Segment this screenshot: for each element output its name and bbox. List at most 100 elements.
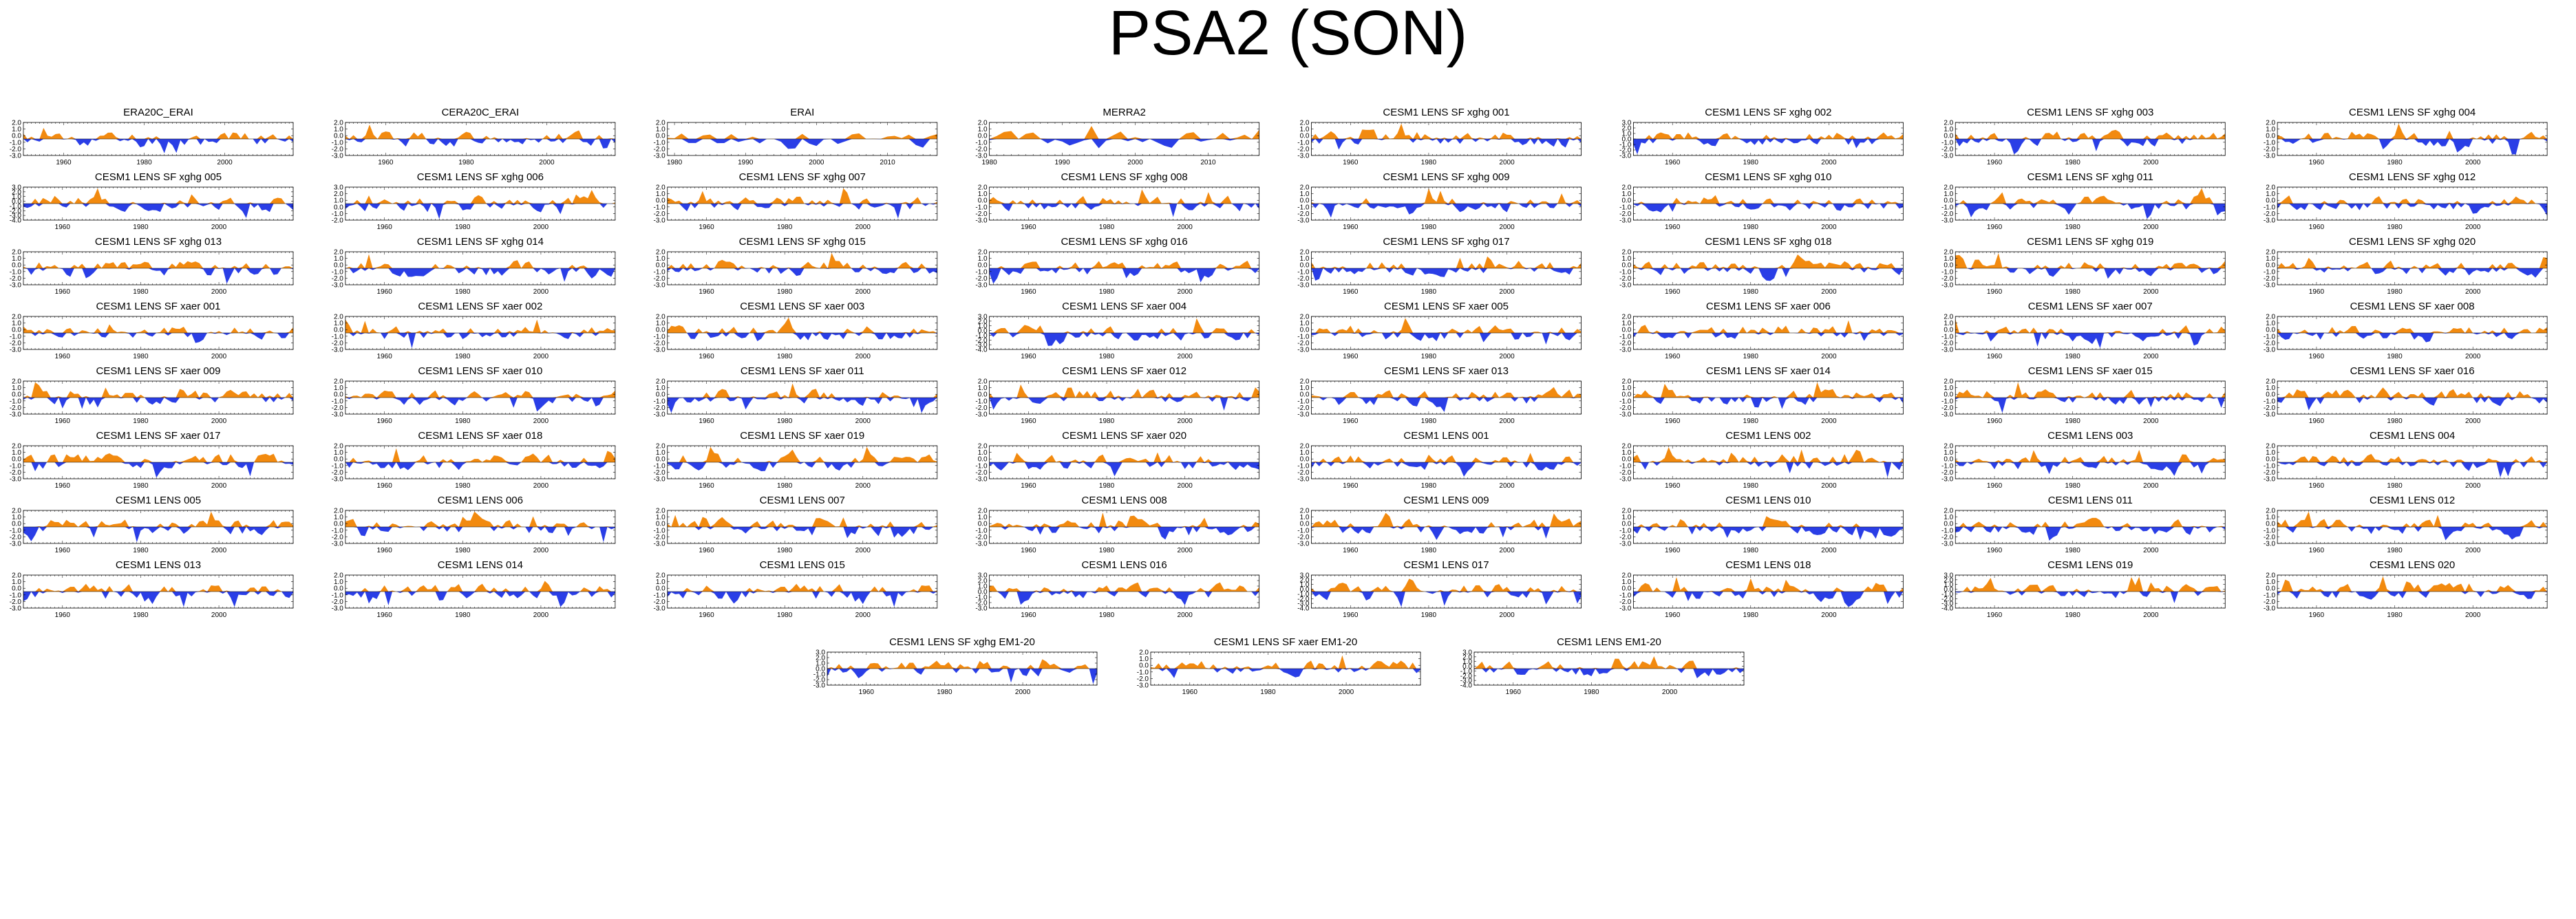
ytick-label: 0.0: [12, 133, 21, 140]
ytick-label: -1.0: [332, 333, 344, 340]
xtick-label: 2000: [1821, 288, 1837, 296]
xtick-label: 1980: [1743, 224, 1759, 231]
ytick-label: -3.0: [1297, 153, 1310, 160]
panel-title: CESM1 LENS SF xaer 003: [740, 301, 864, 312]
panel-11: CESM1 LENS SF xghg 007 2.01.00.0-1.0-2.0-…: [654, 171, 938, 231]
ytick-label: -3.0: [2264, 282, 2276, 290]
ytick-label: 1.0: [334, 320, 343, 327]
ytick-label: 2.0: [334, 249, 343, 257]
panel-title: CESM1 LENS SF xghg 012: [2349, 171, 2476, 183]
positive-area: [1311, 318, 1582, 333]
plot-frame: [345, 122, 616, 156]
ytick-label: 3.0: [334, 184, 343, 192]
plot-frame: [345, 186, 616, 221]
ytick-label: 2.0: [1621, 184, 1631, 192]
ytick-label: -3.0: [1297, 217, 1310, 225]
xtick-label: 1960: [2309, 224, 2325, 231]
ytick-label: -3.0: [1619, 282, 1632, 290]
positive-area: [1955, 129, 2226, 139]
ytick-label: 0.0: [1300, 327, 1310, 334]
ytick-label: 0.0: [334, 133, 343, 140]
positive-area: [2277, 257, 2548, 268]
negative-area: [1311, 268, 1582, 281]
panel-title: CESM1 LENS SF xghg 008: [1061, 171, 1187, 183]
plot-frame: [1955, 186, 2226, 221]
plot-frame: [2277, 186, 2548, 221]
ytick-label: 1.0: [1944, 191, 1953, 198]
ytick-label: 1.0: [656, 255, 666, 263]
negative-area: [1633, 139, 1904, 155]
panel-title: CESM1 LENS SF xghg 007: [739, 171, 866, 183]
xtick-label: 2000: [533, 288, 549, 296]
xtick-label: 2000: [211, 224, 227, 231]
ytick-label: -2.0: [1297, 340, 1310, 347]
ytick-label: -3.0: [332, 347, 344, 354]
negative-area: [667, 333, 937, 342]
negative-area: [2277, 204, 2548, 216]
xtick-label: 1960: [699, 288, 714, 296]
panel-title: CESM1 LENS SF xaer 005: [1384, 301, 1509, 312]
ytick-label: -3.0: [1941, 153, 1954, 160]
ytick-label: 2.0: [2266, 184, 2275, 192]
plot-frame: [23, 251, 294, 285]
plot-frame: [23, 316, 294, 350]
xtick-label: 1980: [1421, 159, 1437, 166]
ytick-label: 1.0: [12, 255, 21, 263]
positive-area: [1633, 195, 1904, 204]
negative-area: [23, 139, 293, 153]
xtick-label: 1960: [699, 353, 714, 360]
panel-9: CESM1 LENS SF xghg 005 3.02.01.00.0-1.0-2…: [10, 171, 294, 231]
positive-area: [1633, 254, 1904, 268]
ytick-label: 2.0: [12, 314, 21, 321]
panel-title: CESM1 LENS SF xghg 016: [1061, 236, 1187, 248]
ytick-label: 0.0: [2266, 262, 2275, 270]
ytick-label: 1.0: [334, 197, 343, 205]
panel-19: CESM1 LENS SF xghg 015 2.01.00.0-1.0-2.0-…: [654, 236, 938, 296]
ytick-label: 1.0: [2266, 191, 2275, 198]
ytick-label: 1.0: [2266, 126, 2275, 133]
ytick-label: 0.0: [12, 198, 21, 206]
ytick-label: 0.0: [2266, 133, 2275, 140]
ytick-label: 0.0: [334, 327, 343, 334]
xtick-label: 1960: [377, 288, 393, 296]
panel-title: CESM1 LENS SF xghg 009: [1383, 171, 1509, 183]
plot-frame: [989, 316, 1260, 350]
ytick-label: -3.0: [654, 347, 666, 354]
positive-area: [1955, 318, 2226, 333]
negative-area: [667, 139, 937, 149]
positive-area: [23, 261, 293, 268]
ytick-label: -1.0: [1941, 139, 1954, 147]
xtick-label: 2000: [211, 288, 227, 296]
xtick-label: 2000: [855, 224, 871, 231]
ytick-label: -2.0: [332, 217, 344, 225]
xtick-label: 2000: [211, 353, 227, 360]
ytick-label: 0.0: [978, 262, 988, 270]
ytick-label: -2.0: [10, 275, 22, 283]
ytick-label: -2.0: [1297, 210, 1310, 218]
positive-area: [989, 126, 1259, 139]
panel-title: CESM1 LENS SF xaer 004: [1062, 301, 1186, 312]
xtick-label: 1980: [133, 288, 149, 296]
panel-title: ERAI: [790, 107, 814, 118]
ytick-label: -3.0: [2264, 153, 2276, 160]
panel-title: MERRA2: [1103, 107, 1146, 118]
xtick-label: 2000: [217, 159, 233, 166]
ytick-label: -1.0: [975, 139, 988, 147]
negative-area: [989, 139, 1259, 149]
xtick-label: 1960: [1343, 224, 1359, 231]
ytick-label: 2.0: [1300, 184, 1310, 192]
ytick-label: 0.0: [1300, 197, 1310, 205]
negative-area: [989, 204, 1259, 217]
ytick-label: 1.0: [978, 126, 988, 133]
xtick-label: 2010: [1200, 159, 1216, 166]
ytick-label: -2.0: [1619, 147, 1632, 155]
xtick-label: 1980: [2065, 159, 2081, 166]
ytick-label: 0.0: [1944, 133, 1953, 140]
ytick-label: 0.0: [2266, 197, 2275, 205]
ytick-label: -4.0: [10, 217, 22, 225]
panel-14: CESM1 LENS SF xghg 010 2.01.00.0-1.0-2.0-…: [1619, 171, 1904, 231]
xtick-label: 2000: [2465, 224, 2481, 231]
negative-area: [1633, 268, 1904, 281]
ytick-label: -2.0: [2264, 146, 2276, 153]
